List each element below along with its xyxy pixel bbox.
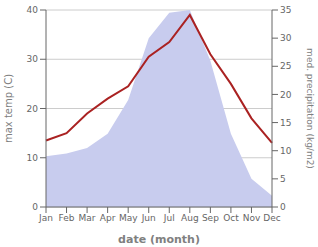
svg-text:Jan: Jan — [38, 213, 53, 223]
svg-text:May: May — [119, 213, 138, 223]
svg-text:Oct: Oct — [223, 213, 239, 223]
svg-text:Mar: Mar — [79, 213, 96, 223]
svg-text:0: 0 — [32, 202, 38, 212]
svg-text:Dec: Dec — [263, 213, 280, 223]
svg-text:Feb: Feb — [59, 213, 75, 223]
svg-text:Jul: Jul — [163, 213, 175, 223]
svg-text:20: 20 — [27, 104, 39, 114]
svg-text:Aug: Aug — [181, 213, 199, 223]
svg-text:max temp (C): max temp (C) — [8, 74, 14, 143]
svg-text:40: 40 — [27, 5, 39, 15]
svg-text:30: 30 — [280, 33, 292, 43]
svg-text:10: 10 — [27, 153, 39, 163]
svg-text:20: 20 — [280, 90, 292, 100]
svg-text:Nov: Nov — [243, 213, 261, 223]
svg-text:0: 0 — [280, 202, 286, 212]
svg-text:5: 5 — [280, 174, 286, 184]
svg-text:15: 15 — [280, 118, 291, 128]
svg-text:35: 35 — [280, 5, 291, 15]
svg-text:30: 30 — [27, 54, 39, 64]
svg-text:Apr: Apr — [100, 213, 116, 223]
svg-text:25: 25 — [280, 61, 291, 71]
svg-text:Sep: Sep — [202, 213, 219, 223]
svg-text:10: 10 — [280, 146, 292, 156]
svg-text:date (month): date (month) — [118, 233, 200, 246]
svg-text:Jun: Jun — [141, 213, 156, 223]
svg-text:med. precipitation (kg/m2): med. precipitation (kg/m2) — [305, 48, 310, 169]
